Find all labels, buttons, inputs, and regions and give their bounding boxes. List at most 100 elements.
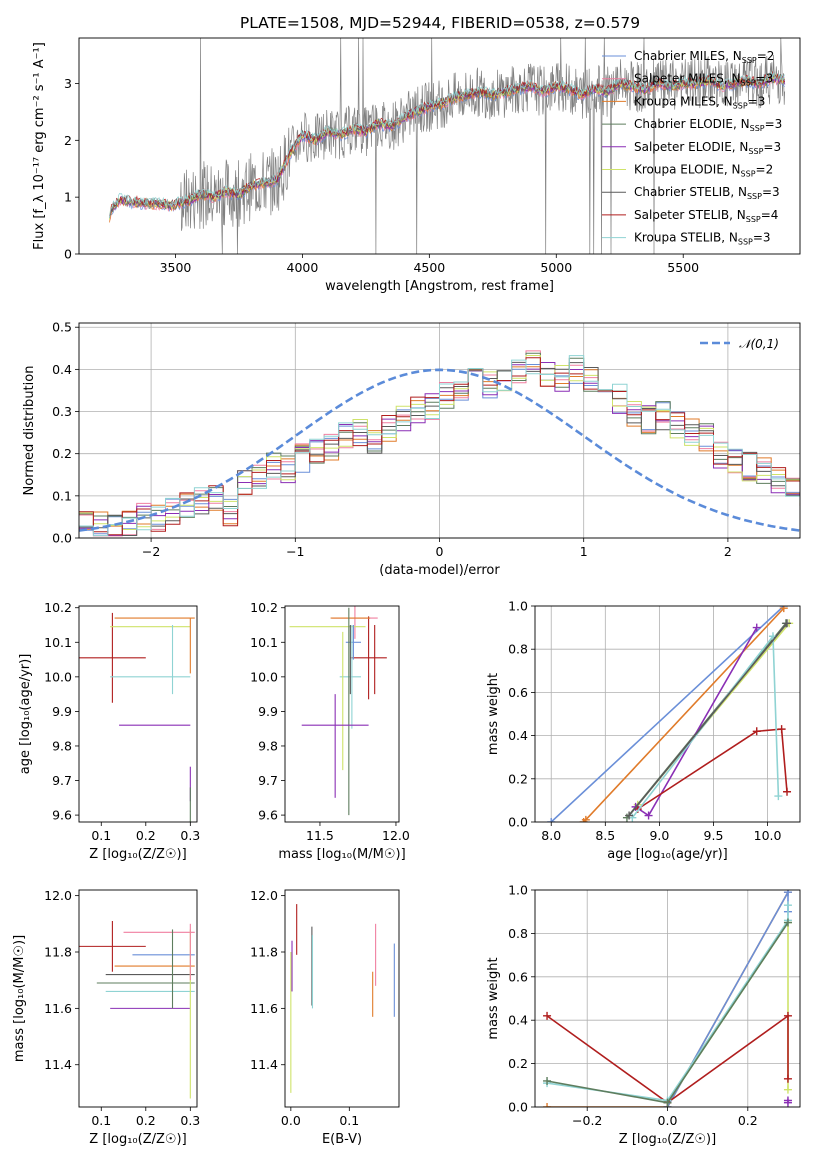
plot-frame xyxy=(78,605,198,823)
mass-weight-marker xyxy=(543,1103,552,1107)
x-axis-label: Z [log₁₀(Z/Z☉)] xyxy=(89,1132,186,1147)
mass-weight-marker xyxy=(783,1085,792,1094)
mass-vs-metallicity-chart: 0.1 0.2 0.3 11.4 11.6 11.8 12.0 Z [log₁₀(Z/Z☉)]… xyxy=(12,888,200,1147)
mass-weight-marker xyxy=(663,1098,672,1107)
x-tick-label: 0.3 xyxy=(180,1113,200,1128)
residuals-chart: −2 −1 0 1 2 0.0 0.1 0.2 0.3 0.4 0.5 (data-model)/er… xyxy=(22,320,801,578)
errorbar-group xyxy=(289,606,387,816)
histogram-lines xyxy=(79,350,800,537)
legend-label: Kroupa ELODIE, NSSP=2 xyxy=(634,163,773,179)
plot-frame xyxy=(78,322,801,539)
line-group xyxy=(547,606,794,822)
mass-weight-marker xyxy=(543,1076,552,1085)
x-tick-label: 0.0 xyxy=(658,1113,678,1128)
y-tick-label: 9.8 xyxy=(258,738,278,753)
x-axis-label: (data-model)/error xyxy=(379,563,500,578)
errorbar-group xyxy=(290,904,395,1093)
y-tick-label: 0.4 xyxy=(508,1013,528,1028)
model-spectrum-line xyxy=(109,71,786,218)
x-axis-label: age [log₁₀(age/yr)] xyxy=(607,847,728,862)
mass-weight-line xyxy=(546,1014,789,1104)
y-tick-label: 9.6 xyxy=(258,808,278,823)
mass-vs-extinction-chart: 0.0 0.1 11.4 11.6 11.8 12.0 E(B-V) xyxy=(250,888,400,1147)
y-tick-label: 11.8 xyxy=(44,945,72,960)
x-axis-label: wavelength [Angstrom, rest frame] xyxy=(325,279,554,294)
y-tick-label: 11.4 xyxy=(44,1057,72,1072)
x-tick-label: 0.1 xyxy=(339,1113,359,1128)
plot-frame xyxy=(284,605,400,823)
histogram-step-line xyxy=(79,364,800,535)
x-tick-label: 0.2 xyxy=(738,1113,758,1128)
y-tick-label: 0.6 xyxy=(508,685,528,700)
y-tick-label: 0.2 xyxy=(52,446,72,461)
model-spectrum-line xyxy=(109,72,786,216)
x-tick-label: 12.0 xyxy=(382,828,410,843)
legend-label: Chabrier ELODIE, NSSP=3 xyxy=(634,117,782,133)
y-tick-label: 0.4 xyxy=(508,728,528,743)
mass-weight-marker xyxy=(625,811,634,820)
x-tick-label: 8.5 xyxy=(595,828,615,843)
x-tick-label: −1 xyxy=(286,544,304,559)
errorbar-group xyxy=(79,612,195,822)
x-tick-label: 10.0 xyxy=(754,828,782,843)
y-axis-label: mass weight xyxy=(486,673,501,755)
y-tick-label: 12.0 xyxy=(250,888,278,903)
y-axis-label: mass [log₁₀(M/M☉)] xyxy=(12,935,27,1062)
y-axis-label: Normed distribution xyxy=(22,366,37,496)
y-tick-label: 9.9 xyxy=(258,704,278,719)
gaussian-legend-label: 𝒩(0,1) xyxy=(739,337,779,351)
mass-weight-marker xyxy=(543,1011,552,1020)
y-axis-label: Flux [f_λ 10⁻¹⁷ erg cm⁻² s⁻¹ A⁻¹] xyxy=(32,42,47,250)
age-vs-metallicity-chart: 0.1 0.2 0.3 9.6 9.7 9.8 9.9 10.0 10.1 10.2 Z [log₁… xyxy=(18,600,200,862)
y-tick-label: 10.0 xyxy=(250,669,278,684)
mass-weight-line xyxy=(628,622,788,817)
errorbar-group xyxy=(79,921,195,1099)
mass-weight-line xyxy=(550,606,785,822)
y-tick-label: 10.1 xyxy=(250,635,278,650)
legend-label: Salpeter ELODIE, NSSP=3 xyxy=(634,140,781,156)
mass-weight-marker xyxy=(644,811,653,820)
y-tick-label: 2 xyxy=(64,133,72,148)
x-tick-label: −2 xyxy=(142,544,160,559)
x-tick-label: 0.2 xyxy=(136,828,156,843)
x-tick-label: −0.2 xyxy=(572,1113,602,1128)
spectrum-lines xyxy=(109,38,786,254)
x-tick-label: 9.5 xyxy=(704,828,724,843)
plot-frame xyxy=(78,889,198,1108)
y-tick-label: 0.4 xyxy=(52,362,72,377)
mass-weight-marker xyxy=(752,623,761,632)
x-axis-label: E(B-V) xyxy=(322,1132,362,1147)
x-tick-label: 3500 xyxy=(160,260,192,275)
mass-weight-marker xyxy=(777,725,786,734)
spectrum-chart: 3500 4000 4500 5000 5500 0 1 2 3 wavelength [Angs… xyxy=(32,37,801,294)
y-tick-label: 0.1 xyxy=(52,488,72,503)
legend-label: Salpeter MILES, NSSP=3 xyxy=(634,72,773,88)
histogram-step-line xyxy=(79,350,800,537)
plot-frame xyxy=(534,889,801,1108)
plot-frame xyxy=(534,605,801,823)
y-tick-label: 10.2 xyxy=(250,600,278,615)
plot-frame xyxy=(78,37,801,255)
histogram-step-line xyxy=(79,362,800,536)
y-tick-label: 12.0 xyxy=(44,888,72,903)
x-tick-label: 4000 xyxy=(287,260,319,275)
y-tick-label: 11.8 xyxy=(250,945,278,960)
y-tick-label: 11.6 xyxy=(250,1001,278,1016)
y-tick-label: 0 xyxy=(64,247,72,262)
observed-spectrum-line xyxy=(109,38,786,254)
y-tick-label: 9.9 xyxy=(52,704,72,719)
x-tick-label: 11.5 xyxy=(306,828,334,843)
y-tick-label: 0.5 xyxy=(52,320,72,335)
line-group xyxy=(543,890,792,1107)
x-tick-label: 0.3 xyxy=(180,828,200,843)
y-tick-label: 0.8 xyxy=(508,642,528,657)
x-tick-label: 0.1 xyxy=(91,828,111,843)
legend-label: Chabrier STELIB, NSSP=3 xyxy=(634,185,780,201)
mass-weight-marker xyxy=(783,1074,792,1083)
y-tick-label: 9.7 xyxy=(52,773,72,788)
gaussian-curve xyxy=(79,368,800,532)
mass-weight-marker xyxy=(783,619,792,628)
mass-weight-marker xyxy=(783,918,792,927)
y-axis-label: age [log₁₀(age/yr)] xyxy=(18,654,33,775)
